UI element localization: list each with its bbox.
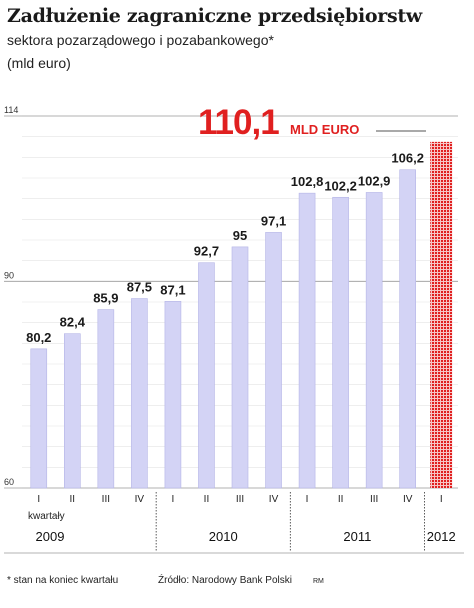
data-label: 95: [233, 228, 247, 243]
bar: [231, 246, 249, 489]
y-tick-label: 90: [4, 270, 14, 280]
year-label: 2011: [343, 529, 371, 544]
data-label: 87,1: [160, 282, 185, 297]
data-label: 102,2: [324, 178, 357, 193]
footnote: * stan na koniec kwartału: [7, 575, 119, 586]
quarters-label: kwartały: [28, 511, 65, 522]
year-label: 2012: [427, 529, 456, 544]
author-initials: RM: [313, 578, 324, 585]
bar: [30, 348, 48, 489]
bar: [97, 309, 115, 489]
highlight-callout: 110,1 MLD EURO: [198, 103, 426, 142]
bar-highlight: [430, 141, 453, 488]
data-label: 106,2: [391, 151, 424, 166]
bar: [265, 232, 282, 489]
bar: [399, 169, 416, 489]
quarter-label: IV: [403, 494, 413, 505]
bar: [365, 192, 383, 489]
y-tick-label: 60: [4, 477, 14, 487]
data-label: 82,4: [60, 315, 86, 330]
bar: [332, 196, 349, 489]
quarter-label: I: [440, 494, 443, 505]
quarter-label: II: [204, 494, 210, 505]
chart-title: Zadłużenie zagraniczne przedsiębiorstw: [7, 5, 422, 27]
data-label: 102,9: [358, 173, 391, 188]
bar: [164, 301, 182, 489]
source-label: Źródło: Narodowy Bank Polski: [158, 575, 292, 586]
quarter-label: III: [102, 494, 110, 505]
quarter-label: II: [70, 494, 76, 505]
quarter-label: III: [236, 494, 244, 505]
data-label: 87,5: [127, 280, 152, 295]
quarter-label: I: [37, 494, 40, 505]
quarter-label: III: [370, 494, 378, 505]
quarter-label: I: [172, 494, 175, 505]
quarter-label: IV: [135, 494, 145, 505]
bars: [30, 141, 453, 489]
y-tick-label: 114: [4, 105, 18, 115]
quarter-label: II: [338, 494, 344, 505]
bar: [298, 192, 316, 489]
highlight-unit: MLD EURO: [290, 122, 359, 137]
quarter-label: I: [306, 494, 309, 505]
data-label: 80,2: [26, 330, 51, 345]
data-label: 97,1: [261, 213, 286, 228]
chart-subtitle: sektora pozarządowego i pozabankowego*: [7, 32, 274, 48]
year-label: 2009: [36, 529, 65, 544]
quarter-label: IV: [269, 494, 279, 505]
data-label: 102,8: [291, 174, 324, 189]
bar: [198, 262, 215, 489]
unit-label: (mld euro): [7, 55, 71, 71]
highlight-value: 110,1: [198, 103, 279, 142]
data-label: 85,9: [93, 291, 118, 306]
year-label: 2010: [209, 529, 238, 544]
bar: [64, 333, 81, 489]
data-label: 92,7: [194, 244, 219, 259]
data-labels: 80,2 82,4 85,9 87,5 87,1 92,7 95 97,1 102,8 102,2…: [26, 151, 424, 345]
bar: [131, 298, 148, 489]
